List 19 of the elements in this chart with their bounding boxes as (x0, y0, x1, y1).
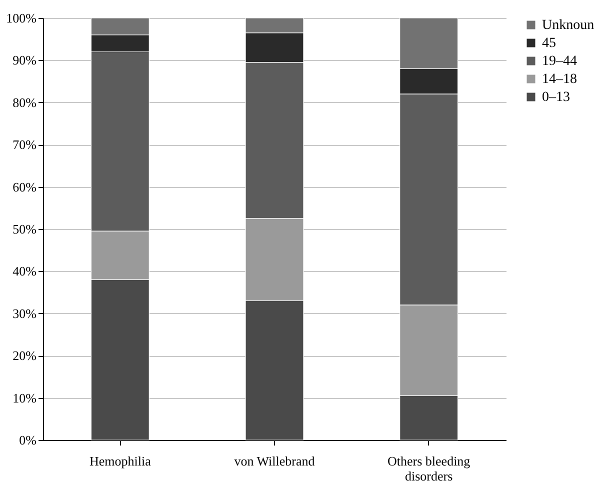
y-tick-label: 40% (12, 264, 37, 279)
y-tick-label: 80% (12, 94, 37, 110)
y-tick-label: 10% (12, 390, 37, 406)
legend-label: 19–44 (542, 54, 577, 69)
x-tick-label: von Willebrand (234, 454, 316, 468)
legend-label: Unknoun (542, 18, 594, 33)
legend-label: 14–18 (542, 72, 577, 87)
legend-label: 45 (542, 36, 556, 51)
x-tick-label: Others bleeding disorders (387, 454, 471, 484)
y-tick-label: 20% (12, 348, 37, 364)
y-tick-label: 30% (12, 306, 37, 321)
legend-label: 0–13 (542, 90, 570, 105)
y-tick-label: 90% (12, 52, 37, 68)
y-tick-label: 50% (12, 222, 37, 236)
y-tick-label: 100% (6, 10, 37, 26)
y-tick-label: 0% (19, 432, 37, 448)
y-tick-label: 70% (12, 137, 37, 152)
x-tick-label: Hemophilia (89, 454, 152, 468)
y-tick-label: 60% (12, 179, 37, 194)
